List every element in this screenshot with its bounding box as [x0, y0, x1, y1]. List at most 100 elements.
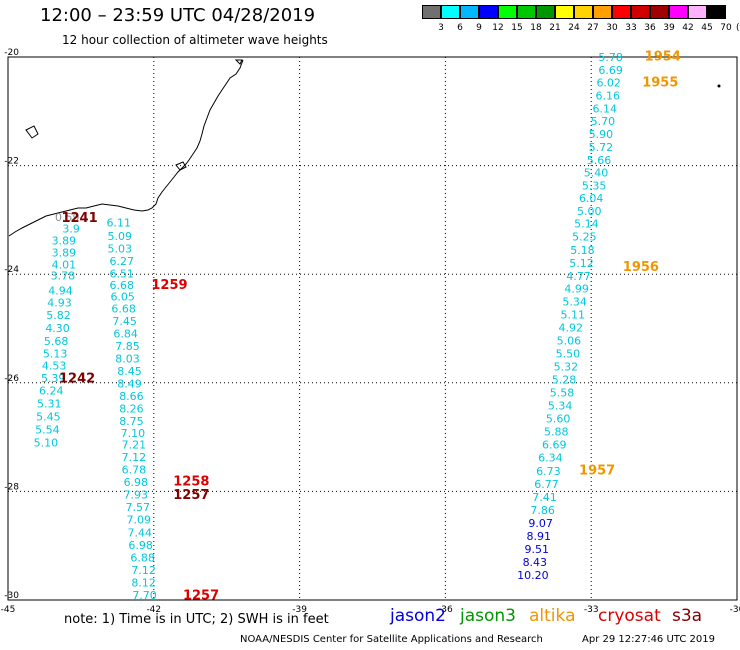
wave-height-value: 5.28 [552, 374, 577, 387]
wave-height-value: 5.68 [44, 335, 69, 348]
pass-time-label: 1956 [623, 260, 659, 275]
pass-time-label: 1259 [151, 278, 187, 293]
wave-height-value: 6.04 [579, 192, 604, 205]
units-note: note: 1) Time is in UTC; 2) SWH is in fe… [64, 612, 329, 627]
map-title: 12:00 – 23:59 UTC 04/28/2019 [40, 5, 316, 26]
wave-height-value: 6.34 [538, 452, 563, 465]
wave-height-value: 6.14 [593, 103, 618, 116]
wave-height-value: 5.12 [569, 257, 594, 270]
scale-label: 70 [720, 23, 732, 33]
wave-height-value: 8.49 [117, 377, 142, 390]
wave-height-value: 4.93 [47, 296, 72, 309]
wave-height-value: 5.34 [548, 400, 573, 413]
scale-label: 6 [457, 23, 463, 33]
pass-time-label: 1241 [61, 211, 97, 226]
wave-height-value: 6.68 [111, 302, 136, 315]
wave-height-value: 7.41 [532, 491, 557, 504]
wave-height-value: 9.07 [528, 517, 553, 530]
wave-height-value: 5.72 [589, 141, 614, 154]
wave-height-value: 8.26 [119, 402, 144, 415]
wave-height-value: 6.98 [124, 476, 149, 489]
island-dot [717, 84, 721, 88]
wave-height-value: 7.44 [127, 527, 152, 540]
wave-height-value: 5.31 [37, 397, 62, 410]
scale-label: 36 [644, 23, 656, 33]
wave-height-value: 6.05 [110, 290, 135, 303]
lat-tick-label: -24 [4, 265, 19, 275]
scale-swatch [517, 5, 536, 19]
wave-height-value: 7.70 [132, 589, 157, 602]
pass-time-label: 1257 [173, 488, 209, 503]
scale-label: 42 [682, 23, 694, 33]
legend-jason3: jason3 [460, 606, 516, 626]
pass-time-label: 1954 [645, 49, 681, 64]
wave-height-value: 7.86 [530, 504, 555, 517]
scale-label: 33 [625, 23, 637, 33]
wave-height-value: 6.27 [109, 255, 134, 268]
lon-tick-label: -39 [292, 605, 307, 615]
lat-tick-label: -26 [4, 374, 19, 384]
lon-tick-label: -42 [146, 605, 161, 615]
legend-jason2: jason2 [390, 606, 446, 626]
wave-height-value: 7.09 [126, 514, 151, 527]
wave-height-value: 5.14 [574, 218, 599, 231]
scale-swatch [422, 5, 441, 19]
wave-height-value: 4.53 [42, 359, 67, 372]
wave-height-value: 5.09 [108, 230, 133, 243]
wave-height-value: 7.57 [126, 501, 151, 514]
wave-height-value: 5.13 [43, 347, 68, 360]
wave-height-value: 6.68 [109, 279, 134, 292]
wave-height-value: 6.78 [122, 464, 147, 477]
scale-swatch [612, 5, 631, 19]
pass-time-label: 1955 [642, 75, 678, 90]
scale-label: 27 [587, 23, 599, 33]
wave-height-value: 5.25 [572, 231, 597, 244]
scale-label: 3 [438, 23, 444, 33]
wave-height-value: 5.35 [582, 180, 607, 193]
wave-height-value: 5.88 [544, 426, 569, 439]
wave-height-value: 6.69 [542, 439, 567, 452]
wave-height-value: 5.03 [108, 243, 133, 256]
lat-tick-label: -28 [4, 482, 19, 492]
wave-height-value: 5.11 [560, 308, 585, 321]
legend-cryosat: cryosat [598, 606, 661, 626]
wave-height-value: 3.78 [51, 269, 76, 282]
credit-line: NOAA/NESDIS Center for Satellite Applica… [240, 634, 543, 645]
lat-tick-label: -30 [4, 591, 19, 601]
island-outline [234, 59, 243, 65]
wave-height-value: 7.85 [115, 340, 140, 353]
scale-swatch [460, 5, 479, 19]
wave-height-value: 3.9 [62, 223, 80, 236]
wave-height-value: 3.89 [52, 246, 77, 259]
map-subtitle: 12 hour collection of altimeter wave hei… [62, 33, 328, 47]
pass-time-label: 1957 [579, 464, 615, 479]
scale-label: 24 [568, 23, 580, 33]
wave-height-value: 5.54 [35, 423, 60, 436]
wave-height-value: 10.20 [517, 569, 549, 582]
wave-height-value: 6.98 [128, 539, 153, 552]
wave-height-value: 6.77 [534, 478, 559, 491]
island-outline [175, 161, 187, 171]
scale-label: 18 [530, 23, 542, 33]
wave-height-value: 5.60 [546, 413, 571, 426]
wave-height-value: 4.92 [559, 321, 584, 334]
wave-height-value: 5.78 [598, 51, 623, 64]
wave-height-value: 6.73 [536, 465, 561, 478]
wave-height-value: 7.93 [124, 489, 149, 502]
wave-height-value: 5.06 [557, 334, 582, 347]
lat-tick-label: -20 [4, 48, 19, 58]
scale-label: 21 [549, 23, 561, 33]
scale-swatch [593, 5, 612, 19]
wave-height-value: 6.51 [109, 268, 134, 281]
scale-swatch [536, 5, 555, 19]
scale-swatch [441, 5, 460, 19]
wave-height-value: 4.30 [45, 322, 70, 335]
wave-height-value: 0.59 [55, 211, 80, 224]
scale-swatch [574, 5, 593, 19]
scale-label: 9 [476, 23, 482, 33]
legend-s3a: s3a [672, 606, 703, 626]
legend-altika: altika [529, 606, 576, 626]
wave-height-value: 5.40 [584, 167, 609, 180]
